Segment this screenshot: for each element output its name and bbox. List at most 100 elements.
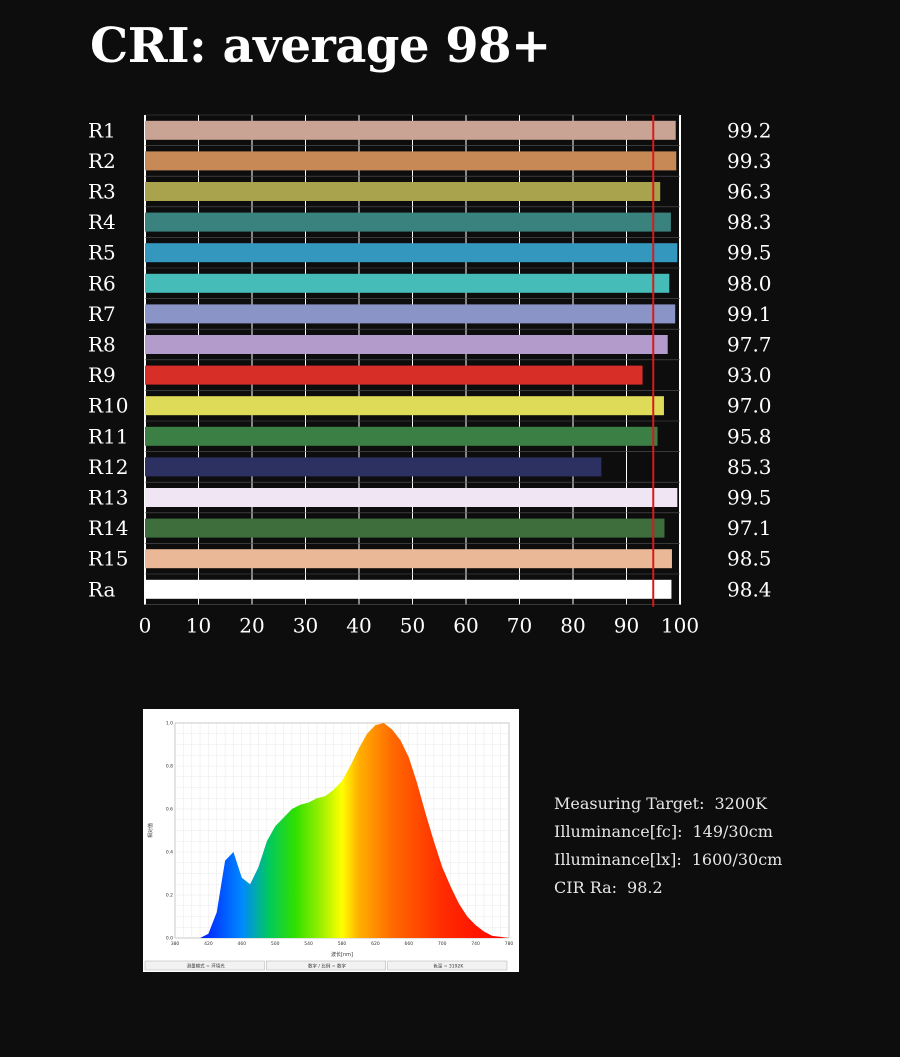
cir-ra-row: CIR Ra: 98.2	[554, 874, 782, 902]
illuminance-lx-label: Illuminance[lx]:	[554, 850, 682, 869]
spectrum-x-tick: 740	[471, 941, 480, 947]
bar-r11	[145, 426, 658, 446]
category-label-ra: Ra	[88, 577, 116, 601]
cir-ra-value: 98.2	[627, 878, 663, 897]
value-label-r10: 97.0	[727, 394, 772, 418]
value-label-r7: 99.1	[727, 302, 772, 326]
bar-r12	[145, 457, 602, 477]
spectrum-x-tick: 700	[438, 941, 447, 947]
spectrum-y-tick: 1.0	[166, 721, 173, 727]
category-label-r9: R9	[88, 363, 116, 387]
spectrum-x-tick: 620	[371, 941, 380, 947]
bar-r13	[145, 488, 678, 507]
category-label-r10: R10	[88, 394, 129, 418]
illuminance-fc-value: 149/30cm	[692, 822, 773, 841]
cir-ra-label: CIR Ra:	[554, 878, 618, 897]
bar-r6	[145, 273, 670, 293]
bar-r7	[145, 304, 676, 324]
category-label-r3: R3	[88, 180, 116, 204]
x-tick-label: 30	[293, 614, 318, 638]
value-label-ra: 98.4	[727, 577, 772, 601]
value-label-r5: 99.5	[727, 241, 772, 265]
illuminance-fc-row: Illuminance[fc]: 149/30cm	[554, 818, 782, 846]
category-label-r13: R13	[88, 486, 129, 510]
illuminance-lx-value: 1600/30cm	[691, 850, 783, 869]
status-bar-text: 色温 = 3192K	[433, 963, 464, 970]
value-label-r8: 97.7	[727, 333, 772, 357]
spectrum-y-label: 相对值	[147, 823, 154, 838]
status-bar-cell	[144, 960, 265, 971]
bar-r5	[145, 243, 678, 263]
spectrum-y-tick: 0.0	[166, 936, 173, 942]
value-label-r15: 98.5	[727, 547, 772, 571]
spectrum-x-tick: 420	[204, 941, 213, 947]
value-label-r3: 96.3	[727, 180, 772, 204]
value-label-r11: 95.8	[727, 424, 772, 448]
value-label-r13: 99.5	[727, 486, 772, 510]
page-title: CRI: average 98+	[90, 18, 551, 74]
value-label-r12: 85.3	[727, 455, 772, 479]
spectrum-area	[175, 723, 509, 938]
category-label-r14: R14	[88, 516, 129, 540]
spectrum-y-tick: 0.6	[166, 807, 173, 813]
spectrum-x-tick: 380	[171, 941, 180, 947]
spectrum-x-tick: 500	[271, 941, 280, 947]
x-tick-label: 10	[186, 614, 211, 638]
x-tick-label: 20	[239, 614, 264, 638]
cri-bar-chart: R1 99.2 R2 99.3 R3 96.3 R4 98.3 R5 99.5 R6 98.0 R7 99…	[88, 114, 772, 638]
category-label-r11: R11	[88, 424, 129, 448]
category-label-r12: R12	[88, 455, 129, 479]
value-label-r6: 98.0	[727, 271, 772, 295]
bar-r15	[145, 549, 672, 569]
spectrum-panel: 380 420 460 500 540 580 620 660 700 740 780 0.0 0.2 0…	[143, 709, 519, 972]
measuring-target-row: Measuring Target: 3200K	[554, 790, 782, 818]
measuring-target-value: 3200K	[714, 794, 768, 813]
x-tick-label: 80	[560, 614, 585, 638]
category-label-r2: R2	[88, 149, 116, 173]
spectrum-x-tick: 460	[238, 941, 247, 947]
bar-r3	[145, 182, 661, 201]
spectrum-y-tick: 0.8	[166, 764, 173, 770]
status-bar-cell	[387, 960, 508, 971]
category-label-r6: R6	[88, 271, 116, 295]
bar-ra	[145, 579, 672, 599]
x-tick-label: 60	[453, 614, 478, 638]
category-label-r4: R4	[88, 210, 116, 234]
measurement-info: Measuring Target: 3200K Illuminance[fc]: 1…	[554, 790, 782, 902]
bar-r10	[145, 396, 664, 416]
x-tick-label: 50	[400, 614, 425, 638]
illuminance-lx-row: Illuminance[lx]: 1600/30cm	[554, 846, 782, 874]
value-label-r14: 97.1	[727, 516, 772, 540]
value-label-r9: 93.0	[727, 363, 772, 387]
spectrum-x-tick: 660	[405, 941, 414, 947]
spectrum-chart: 380 420 460 500 540 580 620 660 700 740 780 0.0 0.2 0…	[144, 721, 514, 971]
spectrum-x-tick: 780	[505, 941, 514, 947]
x-tick-label: 0	[139, 614, 152, 638]
spectrum-y-tick: 0.4	[166, 850, 173, 856]
bar-r1	[145, 120, 676, 140]
category-label-r8: R8	[88, 333, 116, 357]
x-tick-label: 100	[661, 614, 699, 638]
value-label-r1: 99.2	[727, 118, 772, 142]
x-tick-label: 40	[346, 614, 371, 638]
bar-r14	[145, 518, 665, 538]
bar-r2	[145, 151, 677, 171]
spectrum-x-label: 波长[nm]	[331, 951, 353, 958]
bar-r8	[145, 335, 668, 354]
x-tick-label: 70	[507, 614, 532, 638]
category-label-r15: R15	[88, 547, 129, 571]
measuring-target-label: Measuring Target:	[554, 794, 705, 813]
spectrum-x-tick: 540	[304, 941, 313, 947]
status-bar-text: 数字 / 比例 = 数字	[308, 963, 347, 970]
illuminance-fc-label: Illuminance[fc]:	[554, 822, 683, 841]
spectrum-x-tick: 580	[338, 941, 347, 947]
bar-r9	[145, 365, 643, 385]
value-label-r4: 98.3	[727, 210, 772, 234]
category-label-r7: R7	[88, 302, 116, 326]
value-label-r2: 99.3	[727, 149, 772, 173]
status-bar-text: 测量模式 = 环境光	[187, 963, 226, 970]
bar-r4	[145, 212, 671, 232]
status-bar-cell	[266, 960, 386, 971]
x-tick-label: 90	[614, 614, 639, 638]
category-label-r5: R5	[88, 241, 116, 265]
